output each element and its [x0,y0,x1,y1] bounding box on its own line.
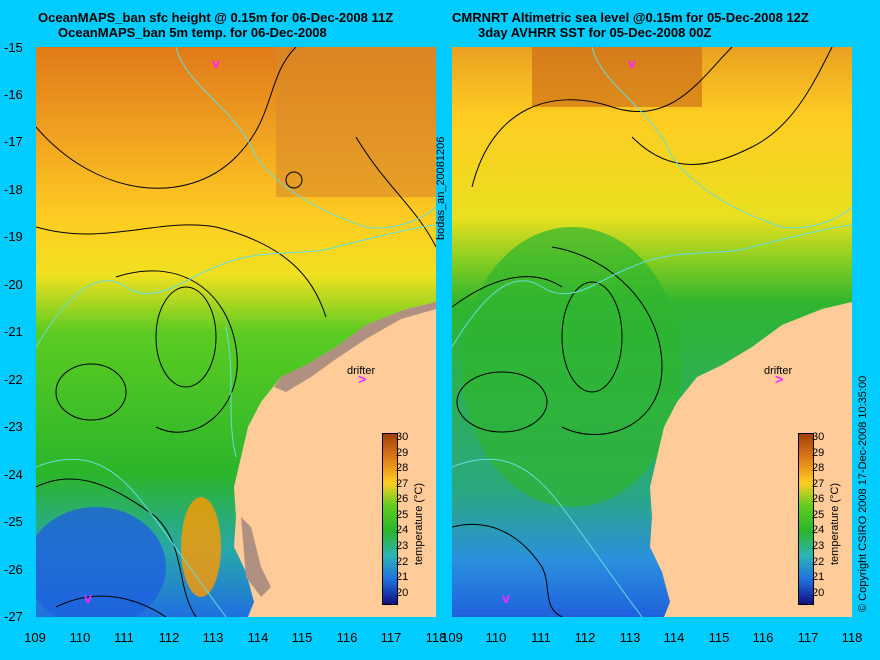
colorbar-tick: 28 [396,462,409,474]
lon-label: 110 [485,630,507,645]
lon-label: 109 [24,630,46,645]
lon-label: 110 [69,630,91,645]
colorbar-tick: 21 [812,571,825,583]
drifter-label: drifter [764,365,793,377]
colorbar-tick: 22 [812,556,825,568]
drifter-label: drifter [347,365,376,377]
lat-label: -17 [4,134,23,149]
warm-region [276,47,436,197]
green-region [462,227,682,507]
left-title-line2: OceanMAPS_ban 5m temp. for 06-Dec-2008 [58,25,327,40]
copyright-label: © Copyright CSIRO 2008 17-Dec-2008 10:35… [857,375,869,612]
lon-label: 113 [202,630,224,645]
colorbar-tick: 29 [812,447,825,459]
colorbar-tick: 30 [812,431,825,443]
colorbar-tick: 23 [396,540,409,552]
colorbar-label: temperature (°C) [413,482,425,565]
bathymetry-contours [36,47,436,617]
warm-tongue [181,497,221,597]
ssh-contours [452,47,833,617]
drifter-track-icon: v [84,590,92,606]
colorbar-tick: 26 [396,493,409,505]
drifter-track-icon: v [628,55,636,71]
lon-label: 112 [574,630,596,645]
colorbar-tick: 24 [396,524,409,536]
lat-label: -15 [4,40,23,55]
lat-label: -20 [4,277,23,292]
colorbar-tick: 22 [396,556,409,568]
lat-label: -22 [4,372,23,387]
lat-label: -19 [4,229,23,244]
colorbar-tick: 27 [812,478,825,490]
colorbar-tick: 25 [812,509,825,521]
lon-label: 118 [841,630,863,645]
lat-label: -16 [4,87,23,102]
lon-label: 117 [380,630,402,645]
drifter-arrow-icon: > [358,371,367,387]
lat-label: -18 [4,182,23,197]
drifter-arrow-icon: > [775,371,784,387]
bathymetry-contours [452,47,852,617]
lon-label: 114 [663,630,685,645]
left-title-line1: OceanMAPS_ban sfc height @ 0.15m for 06-… [38,10,394,25]
right-map-svg [452,47,852,617]
lon-label: 115 [708,630,730,645]
drifter-track-icon: v [502,590,510,606]
lon-label: 112 [158,630,180,645]
colorbar-tick: 29 [396,447,409,459]
lon-label: 115 [291,630,313,645]
colorbar-tick: 24 [812,524,825,536]
colorbar-tick: 20 [812,587,825,599]
lon-label: 111 [114,630,134,645]
lat-label: -26 [4,562,23,577]
colorbar-tick: 30 [396,431,409,443]
colorbar-gradient [382,433,398,605]
lat-label: -23 [4,419,23,434]
colorbar-tick: 20 [396,587,409,599]
lon-label: 113 [619,630,641,645]
right-title-line1: CMRNRT Altimetric sea level @0.15m for 0… [452,10,809,25]
ssh-contours [36,47,436,617]
colorbar-tick: 28 [812,462,825,474]
side-label: bodas_an_20081206 [435,136,447,240]
lon-label: 111 [531,630,551,645]
lat-label: -21 [4,324,23,339]
colorbar-tick: 27 [396,478,409,490]
left-map-svg [36,47,436,617]
lon-label: 109 [441,630,463,645]
coast-mask [274,302,436,392]
cool-region [36,507,166,617]
lon-label: 118 [425,630,447,645]
lon-label: 117 [797,630,819,645]
colorbar-tick: 23 [812,540,825,552]
coast-mask [241,517,271,597]
lat-label: -27 [4,609,23,624]
right-map-panel [452,47,852,617]
lat-label: -24 [4,467,23,482]
colorbar-tick: 21 [396,571,409,583]
colorbar-gradient [798,433,814,605]
drifter-track-icon: v [212,55,220,71]
left-map-panel [36,47,436,617]
colorbar-tick: 25 [396,509,409,521]
lat-label: -25 [4,514,23,529]
colorbar-tick: 26 [812,493,825,505]
warm-region [532,47,702,107]
lon-label: 116 [336,630,358,645]
colorbar-label: temperature (°C) [829,482,841,565]
lon-label: 116 [752,630,774,645]
right-title-line2: 3day AVHRR SST for 05-Dec-2008 00Z [478,25,712,40]
lon-label: 114 [247,630,269,645]
